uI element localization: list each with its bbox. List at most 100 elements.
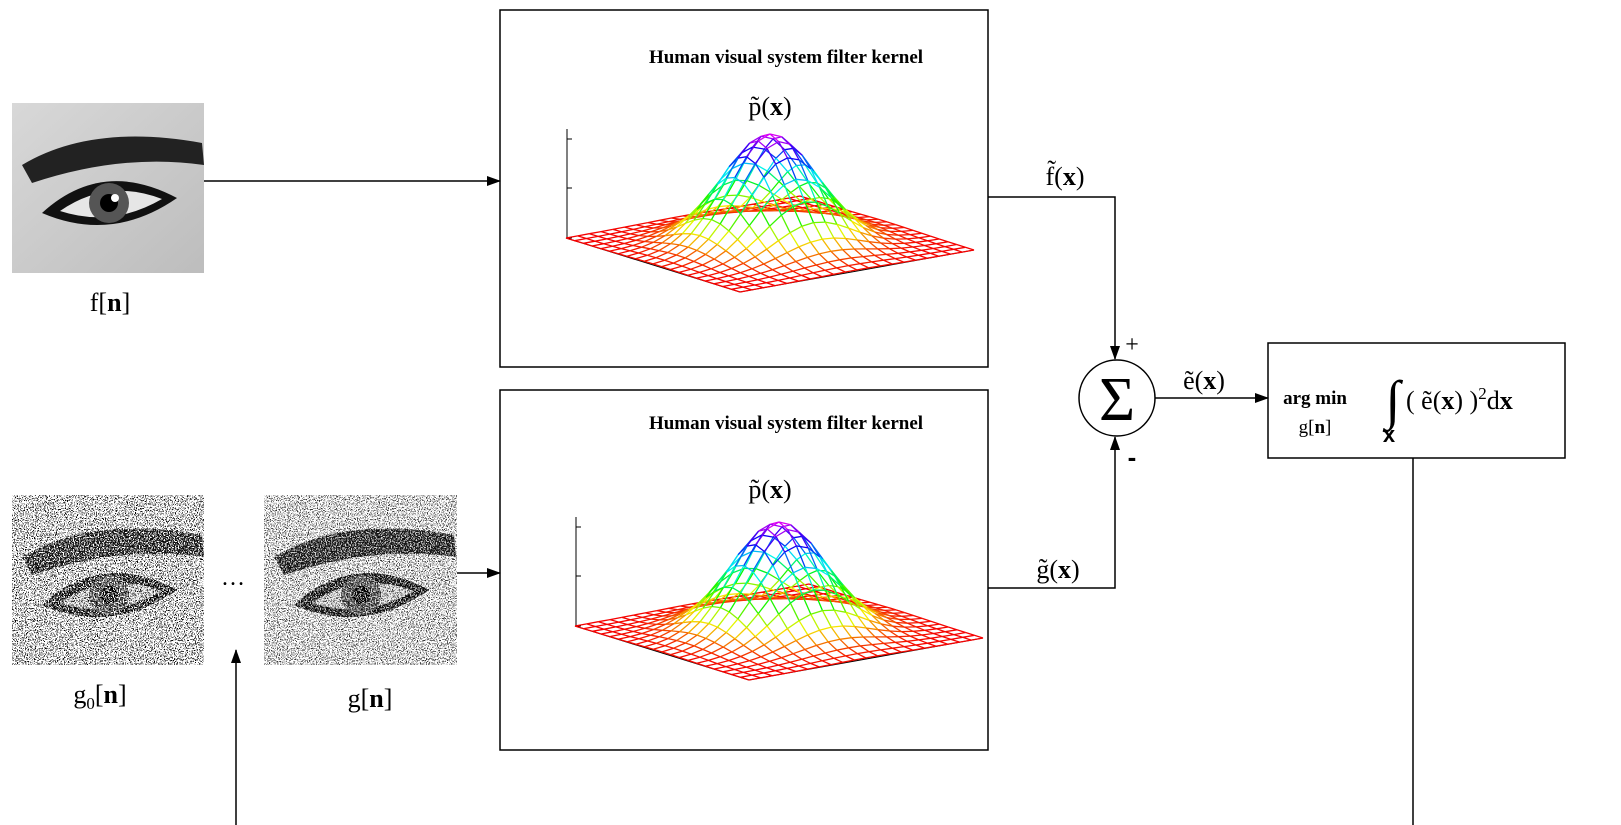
mesh-line <box>845 652 858 657</box>
mesh-line <box>626 255 636 260</box>
mesh-line <box>918 235 931 239</box>
label-part: n <box>104 680 119 709</box>
mesh-line <box>735 582 748 585</box>
mesh-line <box>903 645 914 651</box>
label-part: ] <box>384 684 393 713</box>
mesh-line <box>833 237 846 240</box>
mesh-line <box>751 650 762 658</box>
mesh-line <box>772 565 783 584</box>
mesh-line <box>757 237 768 250</box>
mesh-line <box>600 245 613 250</box>
mesh-line <box>725 663 738 668</box>
mesh-line <box>661 234 675 244</box>
mesh-line <box>868 241 881 244</box>
mesh-line <box>705 637 715 643</box>
mesh-line <box>823 591 836 595</box>
mesh-line <box>783 670 796 675</box>
mesh-line <box>883 223 896 226</box>
mesh-line <box>795 545 806 568</box>
mesh-line <box>872 608 885 612</box>
mesh-line <box>714 668 724 673</box>
mesh-line <box>839 257 852 261</box>
mesh-line <box>757 133 771 142</box>
mesh-line <box>630 632 643 638</box>
mesh-line <box>769 214 782 227</box>
mesh-line <box>690 233 700 237</box>
mesh-line <box>944 243 957 248</box>
mesh-line <box>900 649 913 653</box>
mesh-line <box>746 530 760 547</box>
mesh-line <box>894 257 905 263</box>
mesh-line <box>822 657 835 662</box>
mesh-line <box>679 630 689 634</box>
mesh-line <box>755 551 766 570</box>
mesh-line <box>953 248 963 253</box>
mesh-line <box>740 194 753 215</box>
mesh-line <box>754 163 765 178</box>
mesh-line <box>653 241 663 244</box>
mesh-line <box>574 237 587 242</box>
mesh-line <box>745 248 756 258</box>
mesh-line <box>953 631 966 636</box>
mesh-line <box>696 274 709 279</box>
mesh-line <box>633 627 646 633</box>
mesh-line <box>860 608 873 617</box>
mesh-line <box>805 566 817 570</box>
mesh-line <box>802 205 815 209</box>
mesh-line <box>784 545 798 561</box>
mesh-line <box>630 616 643 621</box>
mesh-line <box>883 641 896 645</box>
mesh-line <box>769 181 780 193</box>
mesh-line <box>594 238 607 242</box>
mesh-line <box>743 644 753 652</box>
mesh-line <box>618 638 628 643</box>
mesh-line <box>830 250 841 261</box>
mesh-line <box>792 270 802 276</box>
mesh-line <box>804 267 814 274</box>
mesh-line <box>618 635 631 640</box>
mesh-line <box>734 568 745 584</box>
mesh-line <box>786 628 797 641</box>
mesh-line <box>769 583 783 599</box>
mesh-line <box>884 609 897 612</box>
mesh-line <box>769 276 779 282</box>
mesh-line <box>742 284 755 288</box>
mesh-line <box>720 210 733 213</box>
mesh-line <box>772 184 785 197</box>
mesh-line <box>836 267 846 273</box>
mesh-line <box>722 256 735 265</box>
mesh-line <box>722 646 733 653</box>
mesh-line <box>595 625 605 630</box>
mesh-line <box>685 642 695 647</box>
mesh-line <box>661 647 674 653</box>
label-part: n <box>107 288 122 317</box>
mesh-line <box>848 263 861 267</box>
mesh-line <box>783 645 794 655</box>
mesh-line <box>633 226 646 231</box>
mesh-line <box>705 244 718 255</box>
mesh-line <box>819 186 832 199</box>
mesh-line <box>763 670 776 674</box>
mesh-line <box>738 207 751 211</box>
mesh-line <box>818 253 829 263</box>
mesh-line <box>877 248 887 255</box>
mesh-line <box>653 224 666 229</box>
mesh-line <box>752 571 762 584</box>
mesh-line <box>834 609 847 613</box>
mesh-line <box>618 619 631 623</box>
mesh-line <box>638 248 651 254</box>
mesh-line <box>810 168 823 183</box>
mesh-line <box>565 237 575 242</box>
mesh-line <box>656 607 669 612</box>
mesh-line <box>670 233 683 245</box>
mesh-line <box>801 272 814 277</box>
mesh-line <box>842 208 853 222</box>
mesh-line <box>664 254 677 261</box>
mesh-line <box>621 228 634 233</box>
mesh-line <box>880 242 890 250</box>
mesh-line <box>621 244 634 250</box>
label-part: 2 <box>1478 384 1487 403</box>
mesh-line <box>659 217 672 221</box>
mesh-line <box>670 650 683 656</box>
arrow <box>988 196 1120 360</box>
